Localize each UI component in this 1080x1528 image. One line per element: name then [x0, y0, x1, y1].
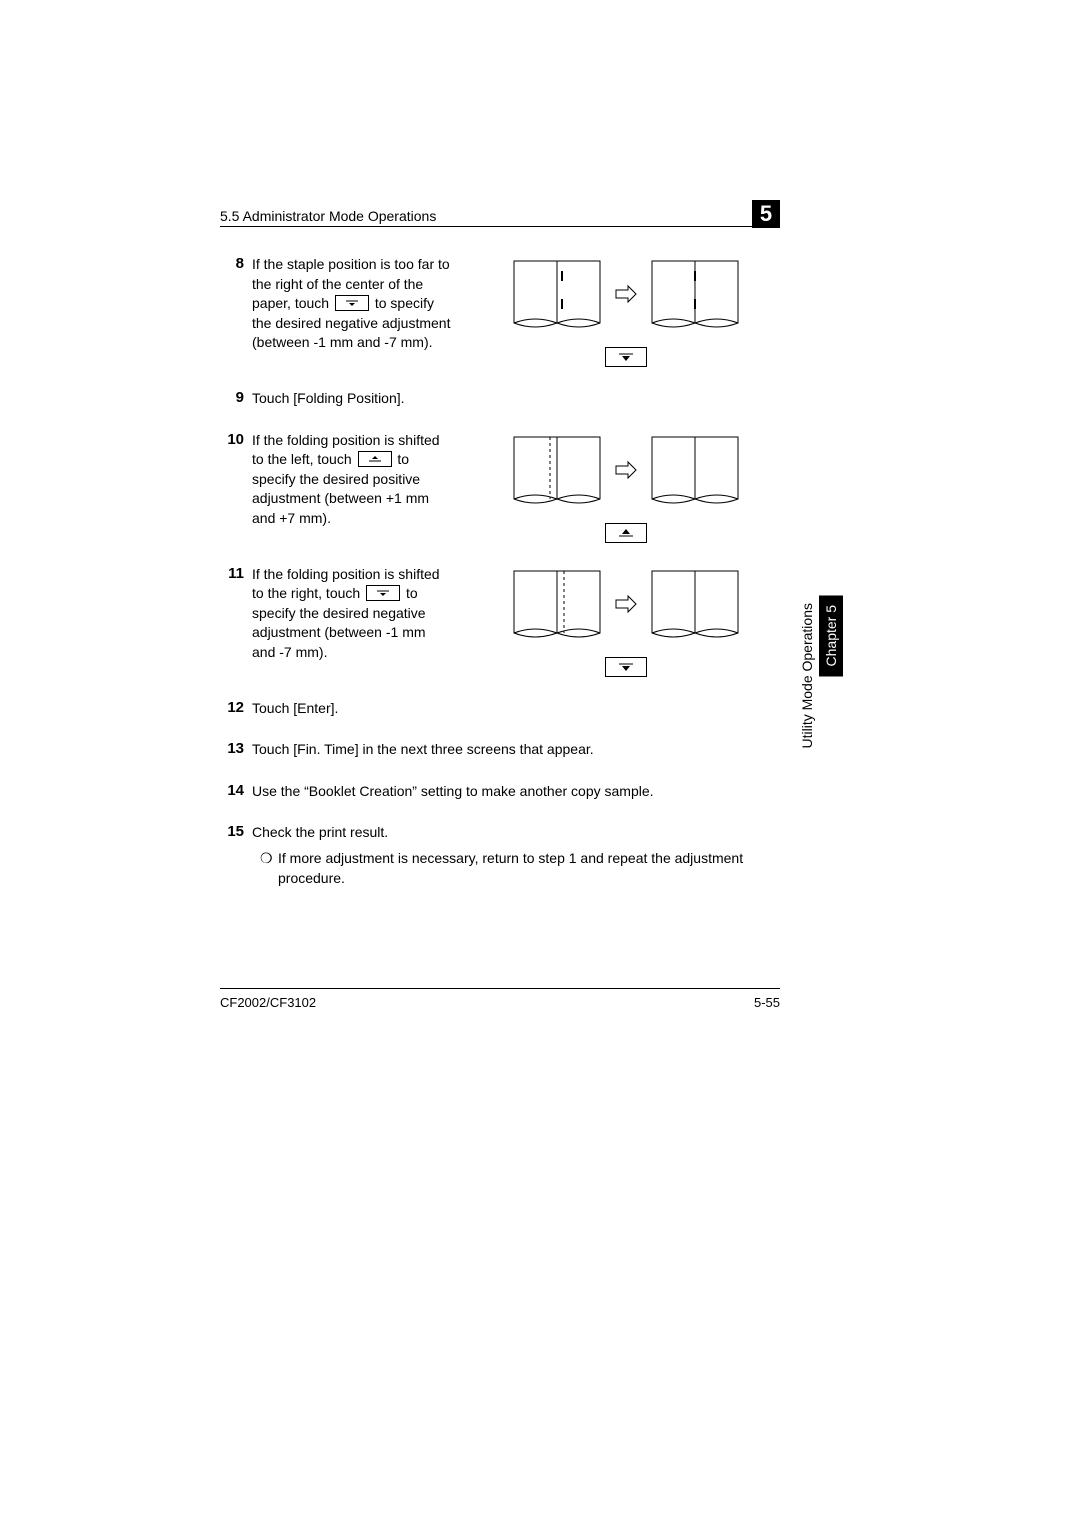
diagram-fold-left	[472, 431, 780, 543]
step-number: 15	[220, 823, 244, 888]
side-tab: Utility Mode Operations Chapter 5	[795, 595, 843, 757]
sub-bullet: ❍ If more adjustment is necessary, retur…	[260, 849, 780, 888]
step-15: 15 Check the print result. ❍ If more adj…	[220, 823, 780, 888]
side-chapter: Chapter 5	[819, 595, 843, 676]
chapter-number: 5	[760, 201, 772, 227]
chapter-number-box: 5	[752, 200, 780, 228]
arrow-right-icon	[614, 284, 638, 304]
side-label: Utility Mode Operations	[795, 595, 819, 757]
page-content: 5.5 Administrator Mode Operations 5 8 If…	[220, 200, 780, 1010]
booklet-after-icon	[650, 431, 740, 509]
page-header: 5.5 Administrator Mode Operations 5	[220, 200, 780, 227]
down-button-icon[interactable]	[605, 347, 647, 367]
step-number: 8	[220, 255, 244, 367]
diagram-fold-right	[472, 565, 780, 677]
page-number: 5-55	[754, 995, 780, 1010]
step-text: Use the “Booklet Creation” setting to ma…	[252, 782, 780, 802]
step-10: 10 If the folding position is shifted to…	[220, 431, 780, 543]
step-number: 13	[220, 740, 244, 760]
step-number: 12	[220, 699, 244, 719]
arrow-right-icon	[614, 594, 638, 614]
step-number: 10	[220, 431, 244, 543]
up-button-icon[interactable]	[605, 523, 647, 543]
step-14: 14 Use the “Booklet Creation” setting to…	[220, 782, 780, 802]
step-9: 9 Touch [Folding Position].	[220, 389, 780, 409]
booklet-after-icon	[650, 565, 740, 643]
step-text: If the folding position is shifted to th…	[252, 431, 452, 529]
step-text: Touch [Fin. Time] in the next three scre…	[252, 740, 780, 760]
diagram-staple	[472, 255, 780, 367]
step-13: 13 Touch [Fin. Time] in the next three s…	[220, 740, 780, 760]
step-text: Touch [Folding Position].	[252, 389, 780, 409]
down-adjust-icon[interactable]	[335, 295, 369, 311]
step-text: If the folding position is shifted to th…	[252, 565, 452, 663]
arrow-right-icon	[614, 460, 638, 480]
step-text: Check the print result.	[252, 823, 780, 843]
booklet-after-icon	[650, 255, 740, 333]
step-number: 14	[220, 782, 244, 802]
step-number: 11	[220, 565, 244, 677]
step-text: Touch [Enter].	[252, 699, 780, 719]
down-adjust-icon[interactable]	[366, 585, 400, 601]
page-footer: CF2002/CF3102 5-55	[220, 988, 780, 1010]
step-text: If the staple position is too far to the…	[252, 255, 452, 353]
down-button-icon[interactable]	[605, 657, 647, 677]
model-label: CF2002/CF3102	[220, 995, 316, 1010]
bullet-icon: ❍	[260, 849, 278, 888]
step-11: 11 If the folding position is shifted to…	[220, 565, 780, 677]
step-8: 8 If the staple position is too far to t…	[220, 255, 780, 367]
up-adjust-icon[interactable]	[358, 451, 392, 467]
step-number: 9	[220, 389, 244, 409]
step-12: 12 Touch [Enter].	[220, 699, 780, 719]
booklet-before-icon	[512, 565, 602, 643]
booklet-before-icon	[512, 255, 602, 333]
booklet-before-icon	[512, 431, 602, 509]
section-title: 5.5 Administrator Mode Operations	[220, 208, 436, 224]
sub-text: If more adjustment is necessary, return …	[278, 849, 780, 888]
